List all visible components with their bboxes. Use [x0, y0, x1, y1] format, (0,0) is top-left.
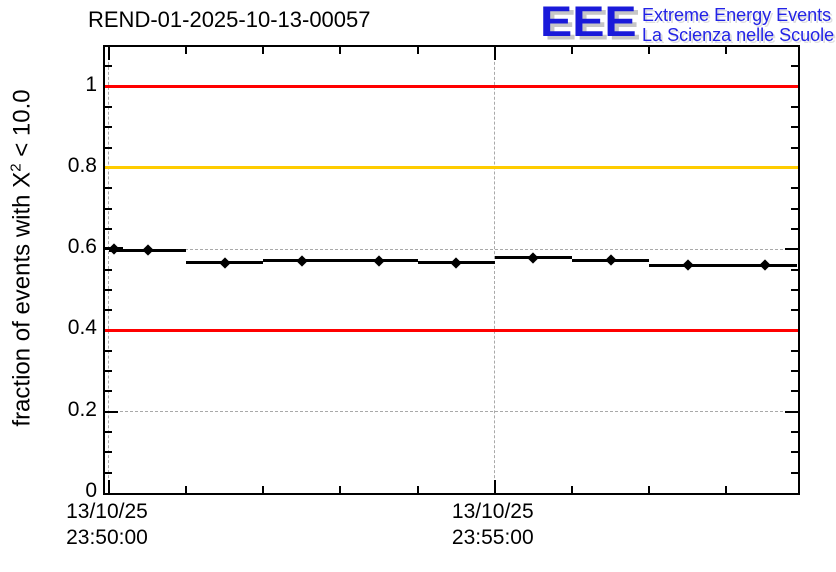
y-minor-tick	[791, 146, 798, 149]
y-axis-title-superscript: 2	[7, 163, 25, 172]
eee-logo-tagline-line2: La Scienza nelle Scuole	[642, 25, 835, 45]
y-minor-tick	[105, 451, 112, 454]
y-minor-tick	[105, 288, 112, 291]
y-tick-label: 0.8	[67, 153, 97, 177]
reference-line	[105, 85, 798, 89]
x-major-tick	[493, 480, 496, 493]
y-minor-tick	[105, 227, 112, 230]
y-minor-tick	[105, 187, 112, 190]
x-minor-tick	[725, 486, 728, 493]
reference-line	[105, 166, 798, 170]
x-tick-label: 13/10/25 23:50:00	[37, 499, 177, 551]
reference-line	[105, 328, 798, 332]
data-point-marker	[373, 255, 385, 267]
x-minor-tick	[339, 486, 342, 493]
y-minor-tick	[105, 349, 112, 352]
y-minor-tick	[791, 431, 798, 434]
y-tick-label: 0.6	[67, 235, 97, 259]
data-point-marker	[450, 256, 462, 269]
y-minor-tick	[791, 207, 798, 210]
y-minor-tick	[791, 105, 798, 108]
x-minor-tick	[570, 486, 573, 493]
y-minor-tick	[791, 451, 798, 454]
eee-logo: EEE Extreme Energy Events La Scienza nel…	[540, 0, 834, 46]
y-minor-tick	[791, 349, 798, 352]
data-point-marker	[296, 255, 308, 267]
eee-logo-tagline: Extreme Energy Events La Scienza nelle S…	[642, 5, 834, 45]
y-minor-tick	[105, 126, 112, 129]
x-tick-label: 13/10/25 23:55:00	[423, 499, 563, 551]
x-tick-date: 13/10/25	[451, 500, 534, 523]
x-minor-tick	[339, 47, 342, 54]
x-minor-tick	[262, 47, 265, 54]
data-point-marker	[141, 244, 154, 256]
y-minor-tick	[791, 227, 798, 230]
y-minor-tick	[105, 309, 112, 312]
y-minor-tick	[791, 309, 798, 312]
data-point-marker	[759, 259, 771, 271]
y-minor-tick	[105, 105, 112, 108]
x-minor-tick	[648, 47, 651, 54]
y-major-tick	[785, 410, 798, 413]
y-minor-tick	[791, 126, 798, 129]
x-gridline	[494, 47, 496, 493]
y-minor-tick	[105, 370, 112, 373]
x-minor-tick	[416, 486, 419, 493]
eee-logo-acronym: EEE	[540, 0, 637, 46]
plot-frame	[103, 45, 800, 495]
y-minor-tick	[105, 207, 112, 210]
y-minor-tick	[791, 390, 798, 393]
x-minor-tick	[648, 486, 651, 493]
y-minor-tick	[105, 146, 112, 149]
y-minor-tick	[791, 187, 798, 190]
data-point-marker	[681, 259, 694, 271]
y-minor-tick	[791, 288, 798, 291]
y-axis-title-text: fraction of events with X	[8, 171, 36, 427]
eee-logo-tagline-line1: Extreme Energy Events	[642, 5, 832, 25]
x-minor-tick	[262, 486, 265, 493]
x-minor-tick	[185, 486, 188, 493]
data-point-marker	[604, 254, 617, 266]
data-point-marker	[527, 252, 540, 264]
x-tick-time: 23:50:00	[66, 526, 148, 549]
y-minor-tick	[791, 65, 798, 68]
x-minor-tick	[416, 47, 419, 54]
x-tick-date: 13/10/25	[66, 500, 148, 523]
y-minor-tick	[105, 268, 112, 271]
y-gridline	[105, 411, 798, 413]
y-minor-tick	[105, 471, 112, 474]
x-major-tick	[493, 47, 496, 60]
data-point-marker	[108, 243, 120, 255]
x-minor-tick	[725, 47, 728, 54]
y-minor-tick	[791, 471, 798, 474]
x-major-tick	[107, 47, 110, 60]
y-minor-tick	[791, 268, 798, 271]
y-minor-tick	[105, 390, 112, 393]
x-tick-time: 23:55:00	[451, 526, 534, 549]
x-minor-tick	[570, 47, 573, 54]
data-point-marker	[219, 256, 231, 269]
page-title: REND-01-2025-10-13-00057	[88, 7, 371, 32]
y-tick-label: 0.2	[67, 397, 97, 421]
y-minor-tick	[105, 65, 112, 68]
y-gridline	[105, 248, 798, 250]
y-major-tick	[785, 248, 798, 251]
y-tick-label: 0.4	[67, 316, 97, 340]
x-major-tick	[107, 480, 110, 493]
y-tick-label: 1	[85, 72, 97, 96]
y-minor-tick	[791, 370, 798, 373]
y-tick-label: 0	[85, 479, 97, 502]
y-major-tick	[105, 410, 118, 413]
x-minor-tick	[185, 47, 188, 54]
y-minor-tick	[105, 431, 112, 434]
